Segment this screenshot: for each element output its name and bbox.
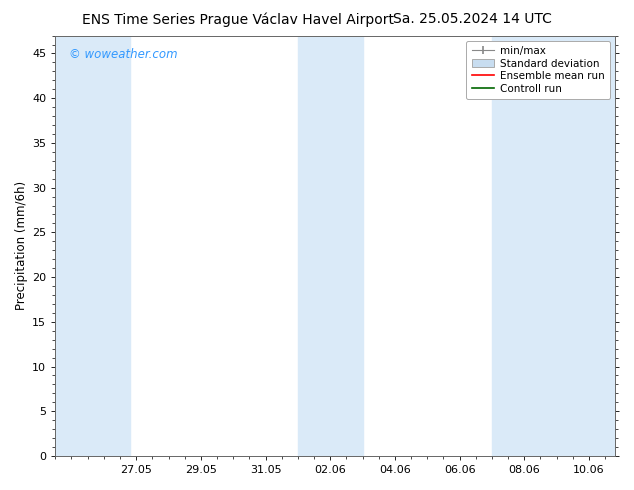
Bar (298, 36, 363, 456)
Bar (492, 36, 615, 456)
Text: ENS Time Series Prague Václav Havel Airport: ENS Time Series Prague Václav Havel Airp… (82, 12, 394, 27)
Text: Sa. 25.05.2024 14 UTC: Sa. 25.05.2024 14 UTC (392, 12, 552, 26)
Y-axis label: Precipitation (mm/6h): Precipitation (mm/6h) (15, 181, 28, 310)
Legend: min/max, Standard deviation, Ensemble mean run, Controll run: min/max, Standard deviation, Ensemble me… (467, 41, 610, 99)
Text: © woweather.com: © woweather.com (69, 48, 178, 61)
Bar (55, 36, 130, 456)
